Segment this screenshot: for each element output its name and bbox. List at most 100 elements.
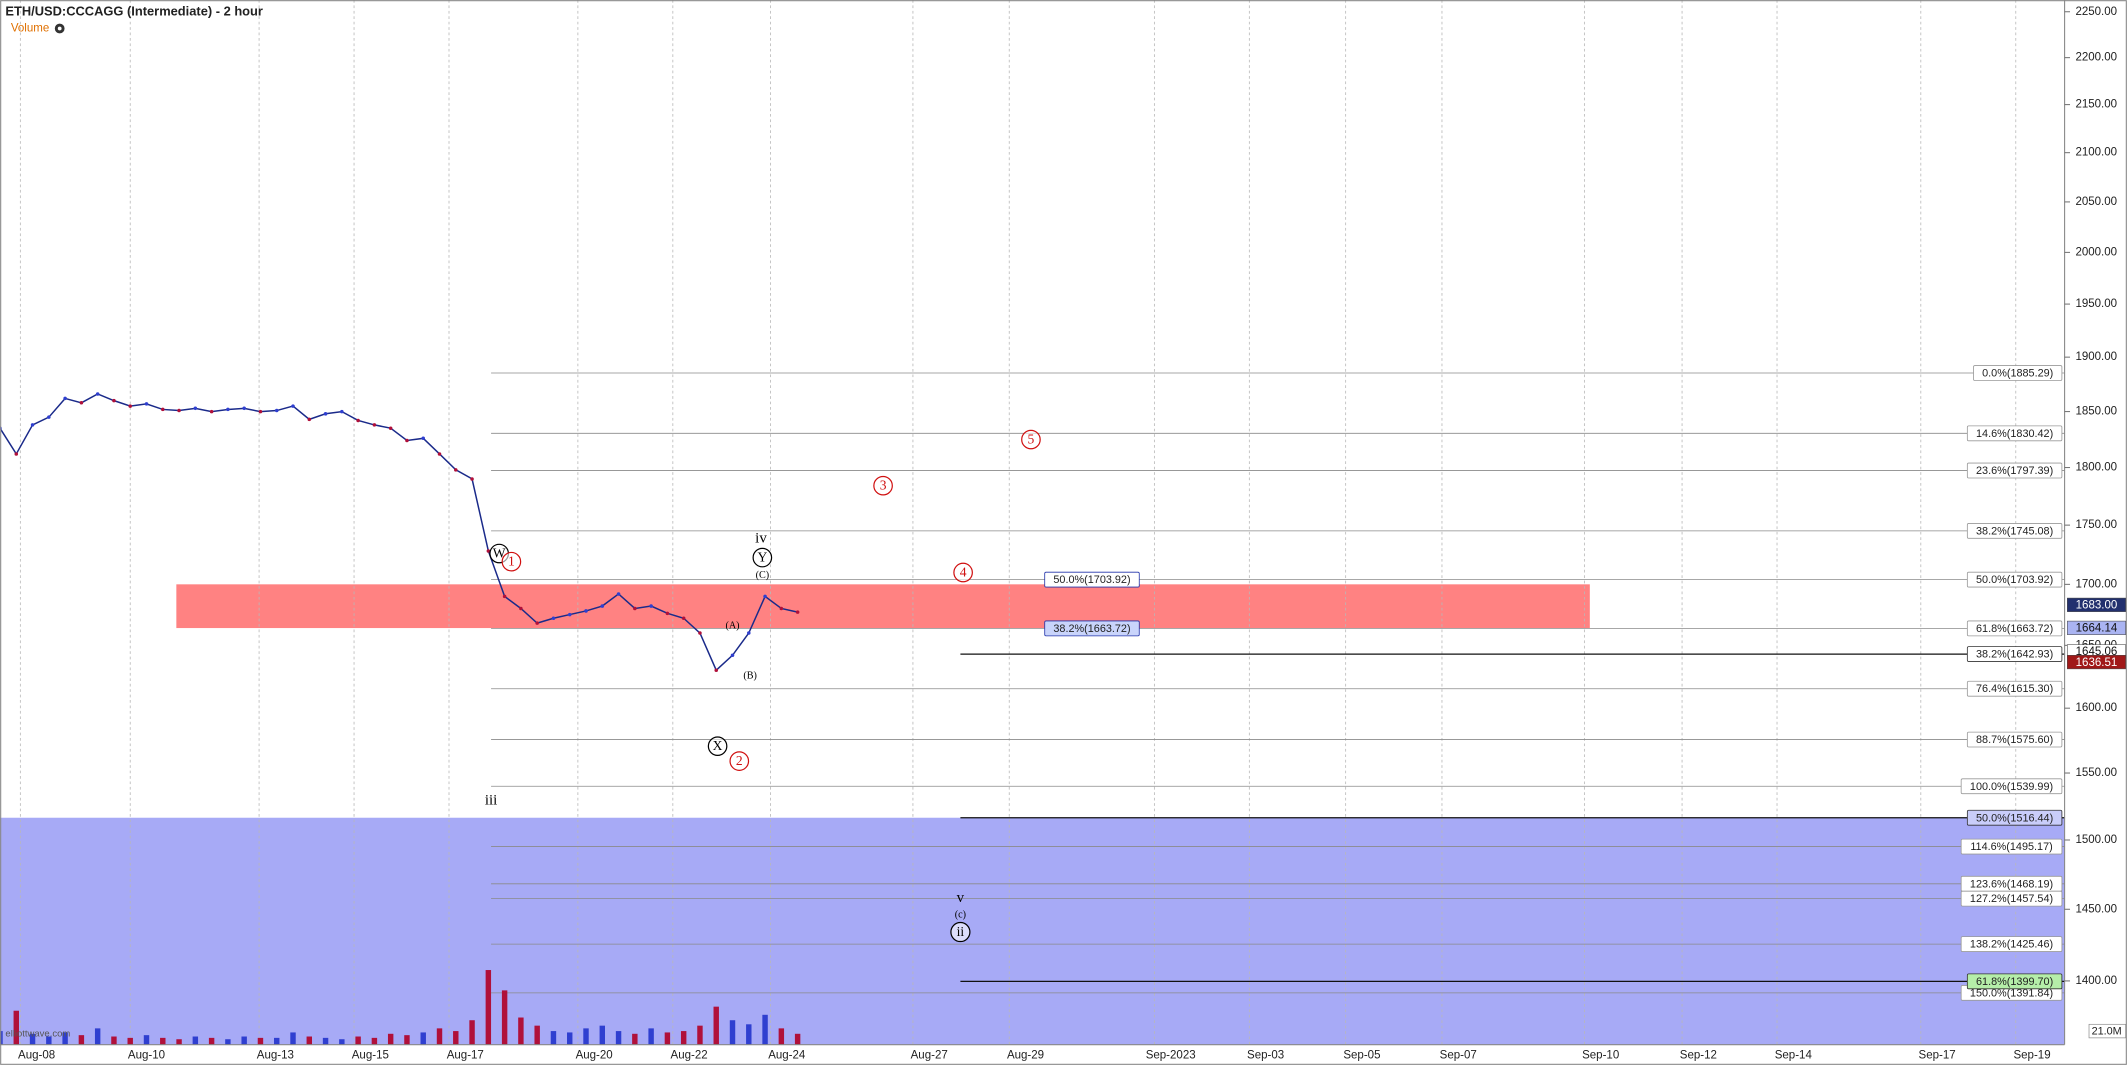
volume-bar <box>534 1025 540 1045</box>
y-tick-label: 2200.00 <box>2075 52 2117 64</box>
y-tick-label: 2050.00 <box>2075 196 2117 208</box>
price-badge <box>2067 655 2126 670</box>
y-tick-label: 2100.00 <box>2075 147 2117 159</box>
fib-label-box <box>1044 571 1140 588</box>
x-tick-label: Sep-03 <box>1247 1050 1284 1062</box>
volume-bar <box>632 1033 638 1045</box>
volume-bar <box>208 1037 215 1045</box>
volume-bar <box>78 1035 85 1045</box>
volume-bar <box>127 1037 133 1045</box>
volume-panel <box>0 970 801 1045</box>
wave-label: Y <box>757 549 767 564</box>
settings-icon[interactable] <box>54 23 65 34</box>
price-point <box>14 452 19 456</box>
price-point <box>714 668 718 672</box>
volume-bar <box>387 1033 394 1045</box>
price-point <box>681 616 686 621</box>
price-line <box>0 393 798 672</box>
price-point <box>291 404 295 408</box>
y-tick-label: 1900.00 <box>2075 351 2117 363</box>
fib-label: 138.2%(1425.46) <box>1970 939 2053 951</box>
price-point <box>112 398 116 403</box>
price-panel <box>0 392 800 672</box>
price-point <box>356 418 360 423</box>
volume-bar <box>225 1039 231 1045</box>
volume-bar <box>453 1031 459 1045</box>
price-point <box>128 404 132 408</box>
price-point <box>30 423 35 427</box>
price-point <box>421 436 425 441</box>
volume-legend[interactable]: Volume <box>11 23 49 35</box>
fib-label: 50.0%(1703.92) <box>1976 574 2053 586</box>
zone <box>176 584 1590 629</box>
volume-bar <box>371 1037 378 1045</box>
volume-bar <box>420 1032 426 1045</box>
price-point <box>226 407 230 412</box>
fib-label: 38.2%(1745.08) <box>1976 525 2053 537</box>
wave-circle <box>950 921 971 943</box>
volume-bar <box>176 1039 182 1045</box>
y-tick-label: 1500.00 <box>2075 834 2117 846</box>
volume-bar <box>567 1032 573 1045</box>
x-tick-label: Aug-13 <box>257 1050 294 1062</box>
x-tick-label: Sep-14 <box>1775 1050 1813 1062</box>
volume-bar <box>192 1036 199 1045</box>
wave-label: 4 <box>960 564 967 579</box>
price-point <box>698 631 702 635</box>
fib-label-box <box>1966 523 2063 539</box>
y-tick-label: 1850.00 <box>2075 406 2117 418</box>
fib-label: 127.2%(1457.54) <box>1970 893 2053 905</box>
volume-bar <box>46 1036 52 1045</box>
fib-label-box <box>1966 425 2063 442</box>
x-tick-label: Sep-2023 <box>1146 1050 1196 1062</box>
wave-circle <box>953 562 973 583</box>
x-tick-label: Aug-15 <box>352 1050 389 1062</box>
price-point <box>470 477 474 481</box>
volume-badge <box>2088 1023 2126 1039</box>
volume-bar <box>583 1028 589 1045</box>
x-tick-label: Sep-19 <box>2013 1050 2050 1062</box>
wave-circle <box>501 551 522 572</box>
fib-label: 14.6%(1830.42) <box>1976 428 2053 440</box>
fib-label: 50.0%(1516.44) <box>1976 812 2053 824</box>
fib-label-box <box>1966 620 2063 637</box>
fib-label: 61.8%(1663.72) <box>1976 623 2053 635</box>
volume-bar <box>404 1035 410 1045</box>
x-tick-label: Aug-27 <box>911 1050 948 1062</box>
price-point <box>372 423 377 427</box>
volume-bar <box>680 1031 687 1045</box>
fib-label-box <box>1044 620 1140 637</box>
volume-bar <box>550 1031 557 1045</box>
price-point <box>340 409 344 414</box>
wave-label: W <box>493 545 506 560</box>
chart-title: ETH/USD:CCCAGG (Intermediate) - 2 hour <box>5 4 262 19</box>
price-point <box>47 415 51 419</box>
x-tick-label: Aug-24 <box>768 1050 806 1062</box>
volume-bar <box>485 970 492 1045</box>
y-tick-label: 2000.00 <box>2075 246 2117 258</box>
price-point <box>161 407 165 412</box>
fib-label-box <box>1966 731 2063 748</box>
volume-bar <box>13 1010 19 1045</box>
wave-label: (A) <box>725 620 739 631</box>
fib-label: 38.2%(1642.93) <box>1976 649 2053 661</box>
volume-bar <box>501 990 508 1045</box>
price-point <box>600 604 605 608</box>
fib-lines <box>491 372 2065 994</box>
fib-label: 150.0%(1391.84) <box>1970 987 2053 999</box>
y-tick-label: 1600.00 <box>2075 702 2117 714</box>
wave-label: 5 <box>1028 431 1035 446</box>
zones <box>0 584 2065 1045</box>
volume-bar <box>29 1033 36 1045</box>
price-point <box>307 417 312 422</box>
volume-bar <box>518 1017 524 1045</box>
y-tick-label: 1750.00 <box>2075 519 2117 531</box>
x-tick-label: Aug-22 <box>671 1050 708 1062</box>
fib-label-box <box>1966 680 2063 697</box>
wave-circle <box>752 547 773 568</box>
x-tick-label: Aug-29 <box>1007 1050 1044 1062</box>
fib-label: 23.6%(1797.39) <box>1976 465 2053 477</box>
price-point <box>144 402 149 406</box>
y-tick-label: 1400.00 <box>2075 975 2117 987</box>
